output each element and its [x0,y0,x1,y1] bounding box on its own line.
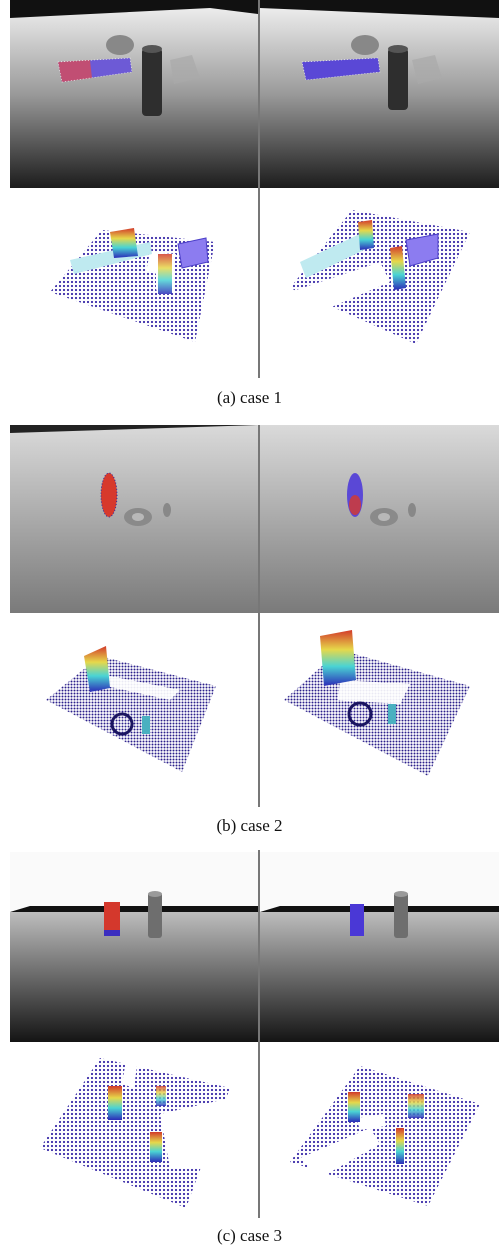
depth-image-left [10,0,258,188]
depth-image-left [10,852,258,1042]
point-cloud-right [260,620,499,806]
point-cloud-right [260,1048,499,1216]
divider-case-1 [258,0,260,378]
depth-image-left [10,425,258,613]
depth-image-right [260,0,499,188]
point-cloud-object [101,473,117,517]
depth-image-right [260,852,499,1042]
caption-case-2: (b) case 2 [216,816,283,835]
caption-case-1: (a) case 1 [216,388,283,407]
point-cloud-object [350,904,364,936]
point-cloud-left [10,192,258,378]
point-cloud-object [301,57,381,81]
point-cloud-object [104,902,120,936]
depth-image-right [260,425,499,613]
caption-case-3: (c) case 3 [216,1226,283,1245]
point-cloud-object [57,57,133,83]
point-cloud-left [10,1048,258,1216]
divider-case-3 [258,850,260,1218]
point-cloud-right [260,192,499,378]
point-cloud-left [10,620,258,806]
divider-case-2 [258,425,260,807]
